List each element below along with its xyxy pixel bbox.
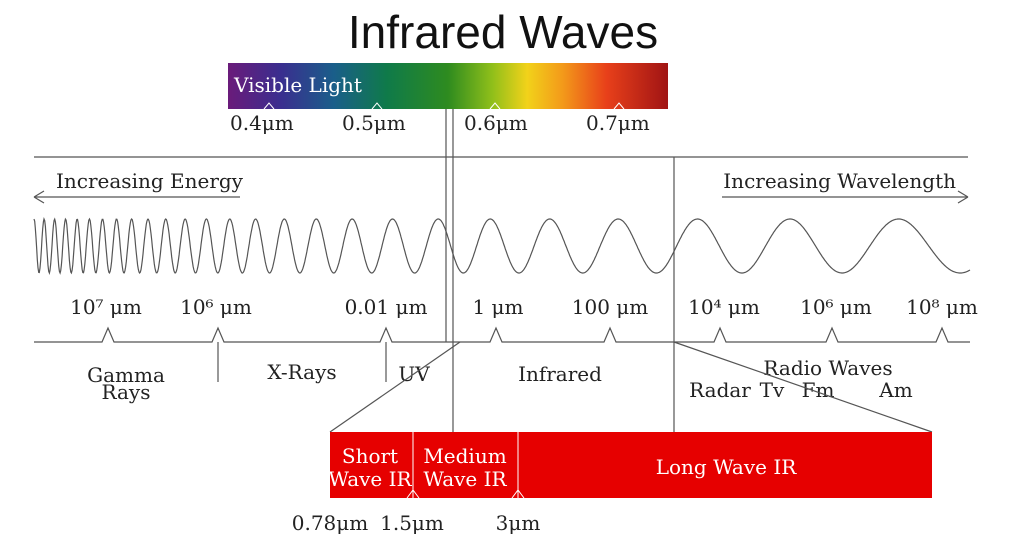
ir-tick-1: 0.78μm xyxy=(292,511,369,535)
ir-bands-bar xyxy=(330,432,932,498)
ir-tick-3: 3μm xyxy=(496,511,541,535)
visible-light-label: Visible Light xyxy=(233,73,362,97)
scale-tick-8: 10⁸ μm xyxy=(906,295,978,319)
am-label: Am xyxy=(878,378,912,402)
short-wave-label-2: Wave IR xyxy=(328,467,412,491)
visible-tick-3: 0.6μm xyxy=(464,111,528,135)
fm-label: Fm xyxy=(802,378,835,402)
short-wave-label-1: Short xyxy=(342,444,398,468)
scale-tick-2: 10⁶ μm xyxy=(180,295,252,319)
diagram-title: Infrared Waves xyxy=(348,6,658,58)
scale-tick-1: 10⁷ μm xyxy=(70,295,142,319)
visible-spectrum-bar xyxy=(228,63,668,109)
left-arrow-icon xyxy=(33,190,240,204)
zoom-line-left xyxy=(329,341,461,433)
gamma-label-2: Rays xyxy=(101,380,150,404)
zoom-line-right xyxy=(673,341,933,433)
medium-wave-label-1: Medium xyxy=(423,444,506,468)
gamma-label-1: Gamma xyxy=(87,363,165,387)
tv-label: Tv xyxy=(760,378,785,402)
infrared-label: Infrared xyxy=(518,362,602,386)
increasing-wavelength-label: Increasing Wavelength xyxy=(723,169,956,193)
visible-tick-4: 0.7μm xyxy=(586,111,650,135)
radio-waves-label: Radio Waves xyxy=(763,356,892,380)
medium-wave-label-2: Wave IR xyxy=(423,467,507,491)
xrays-label: X-Rays xyxy=(267,360,336,384)
long-wave-label: Long Wave IR xyxy=(656,455,797,479)
scale-tick-7: 10⁶ μm xyxy=(800,295,872,319)
ir-tick-marks xyxy=(406,489,525,499)
scale-axis xyxy=(34,326,970,343)
scale-tick-3: 0.01 μm xyxy=(345,295,428,319)
scale-tick-6: 10⁴ μm xyxy=(688,295,760,319)
visible-tick-2: 0.5μm xyxy=(342,111,406,135)
increasing-energy-label: Increasing Energy xyxy=(56,169,244,193)
radar-label: Radar xyxy=(689,378,751,402)
ir-tick-2: 1.5μm xyxy=(380,511,444,535)
visible-tick-marks xyxy=(263,102,625,110)
sine-wave xyxy=(33,216,971,275)
right-arrow-icon xyxy=(722,190,969,204)
scale-tick-5: 100 μm xyxy=(572,295,649,319)
scale-tick-4: 1 μm xyxy=(472,295,523,319)
visible-tick-1: 0.4μm xyxy=(230,111,294,135)
